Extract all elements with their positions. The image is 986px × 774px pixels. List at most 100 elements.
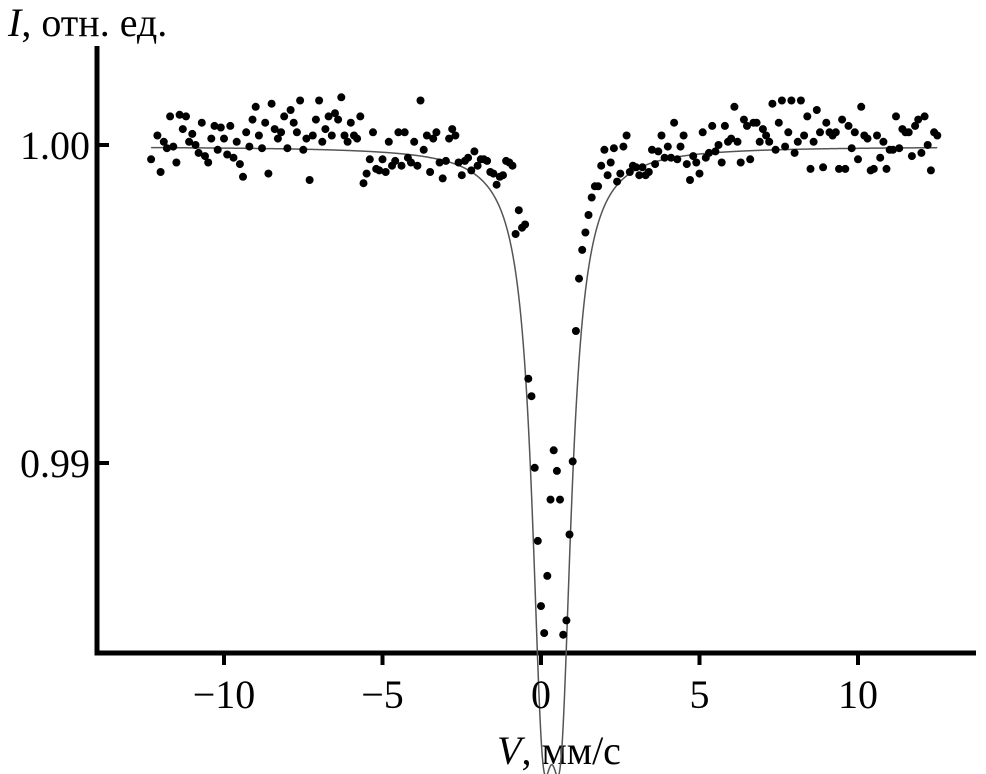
data-point xyxy=(711,147,720,156)
data-point xyxy=(537,602,545,611)
data-point xyxy=(651,160,660,169)
data-point xyxy=(299,145,308,154)
data-point xyxy=(527,392,536,401)
data-point xyxy=(562,616,571,625)
data-point xyxy=(197,118,206,127)
data-point xyxy=(698,128,707,137)
data-point xyxy=(841,164,850,173)
data-point xyxy=(739,115,748,124)
data-point xyxy=(324,112,333,121)
data-point xyxy=(831,128,840,137)
data-point xyxy=(280,112,289,121)
data-point xyxy=(318,137,327,146)
data-point xyxy=(682,160,691,169)
data-point xyxy=(407,158,415,167)
data-point xyxy=(356,112,365,121)
data-point xyxy=(524,374,533,383)
data-point xyxy=(552,466,561,475)
axis-ticks: −10 −5 0 5 10 1.00 0.99 xyxy=(20,123,878,717)
data-point xyxy=(597,161,606,170)
data-point xyxy=(492,180,501,189)
x-axis-label-symbol: V xyxy=(497,728,526,773)
data-point xyxy=(689,152,698,161)
data-point xyxy=(445,134,454,143)
data-point xyxy=(692,158,701,167)
data-point xyxy=(705,148,713,157)
data-point xyxy=(556,495,564,504)
data-point xyxy=(613,177,622,186)
data-point xyxy=(286,106,295,114)
data-point xyxy=(755,137,764,146)
data-point xyxy=(204,158,213,167)
data-point xyxy=(648,145,656,154)
data-points xyxy=(147,93,942,639)
data-point xyxy=(229,153,238,162)
data-point xyxy=(273,134,282,143)
data-point xyxy=(676,142,685,151)
data-point xyxy=(346,118,355,127)
data-point xyxy=(892,112,900,121)
data-point xyxy=(835,164,843,173)
data-point xyxy=(768,99,777,108)
data-point xyxy=(483,156,492,165)
data-point xyxy=(781,142,790,151)
data-point xyxy=(803,112,812,121)
data-point xyxy=(904,128,913,137)
data-point xyxy=(635,171,644,180)
data-point xyxy=(638,163,647,172)
data-point xyxy=(394,128,403,137)
data-point xyxy=(210,121,219,130)
data-point xyxy=(499,171,507,180)
data-point xyxy=(438,174,447,183)
data-point xyxy=(784,128,793,137)
data-point xyxy=(663,142,672,151)
data-point xyxy=(540,629,549,638)
data-point xyxy=(435,158,444,167)
data-point xyxy=(695,169,704,178)
data-point xyxy=(822,118,831,127)
data-point xyxy=(619,142,628,151)
data-point xyxy=(365,155,374,164)
data-point xyxy=(289,118,298,127)
data-point xyxy=(514,206,523,215)
data-point xyxy=(758,125,767,134)
data-point xyxy=(156,168,165,176)
data-point xyxy=(578,245,587,254)
y-tick-label: 0.99 xyxy=(20,441,90,486)
data-point xyxy=(733,137,742,146)
data-point xyxy=(235,160,244,169)
y-axis-label-symbol: I xyxy=(7,0,23,45)
x-tick-label: −10 xyxy=(193,672,256,717)
data-point xyxy=(565,530,574,539)
data-point xyxy=(470,147,479,156)
data-point xyxy=(270,125,279,134)
data-point xyxy=(686,176,694,184)
data-point xyxy=(809,137,818,146)
data-point xyxy=(147,155,156,164)
data-point xyxy=(292,128,301,137)
data-point xyxy=(400,128,409,137)
y-axis-label: I, отн. ед. xyxy=(7,0,167,45)
data-point xyxy=(606,158,615,167)
data-point xyxy=(657,131,666,140)
data-point xyxy=(454,158,463,167)
data-point xyxy=(283,144,292,153)
data-point xyxy=(362,169,371,178)
data-point xyxy=(819,163,828,172)
data-point xyxy=(575,274,583,283)
data-point xyxy=(838,115,847,124)
data-point xyxy=(854,155,862,164)
data-point xyxy=(337,93,346,102)
data-point xyxy=(644,168,653,176)
data-point xyxy=(178,125,187,134)
data-point xyxy=(616,169,625,178)
data-point xyxy=(315,96,324,105)
data-point xyxy=(153,131,162,140)
data-point xyxy=(308,131,317,140)
data-point xyxy=(762,131,771,140)
data-point xyxy=(220,134,228,143)
data-point xyxy=(679,131,688,140)
data-point xyxy=(543,571,552,580)
data-point xyxy=(331,109,339,118)
data-point xyxy=(863,134,872,143)
